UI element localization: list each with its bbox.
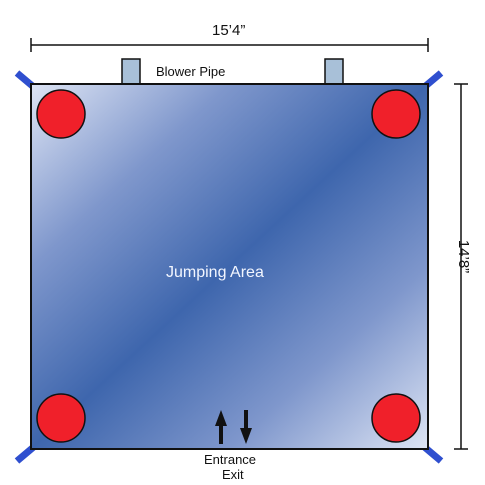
width-dimension-line (30, 38, 429, 52)
exit-label: Exit (222, 467, 244, 482)
exit-arrow-icon (240, 410, 252, 444)
corner-post-bottom-right (371, 393, 421, 443)
corner-post-top-right (371, 89, 421, 139)
height-dimension-line (454, 83, 468, 450)
blower-pipe-right (324, 58, 344, 86)
corner-post-top-left (36, 89, 86, 139)
jumping-area (30, 83, 429, 450)
blower-pipe-left (121, 58, 141, 86)
corner-post-bottom-left (36, 393, 86, 443)
jumping-area-label: Jumping Area (166, 264, 264, 281)
entrance-arrow-icon (215, 410, 227, 444)
width-dimension-label: 15’4” (212, 22, 246, 39)
height-dimension-label: 14’8” (455, 239, 473, 274)
blower-pipe-label: Blower Pipe (156, 64, 226, 79)
entrance-label: Entrance (204, 452, 257, 467)
